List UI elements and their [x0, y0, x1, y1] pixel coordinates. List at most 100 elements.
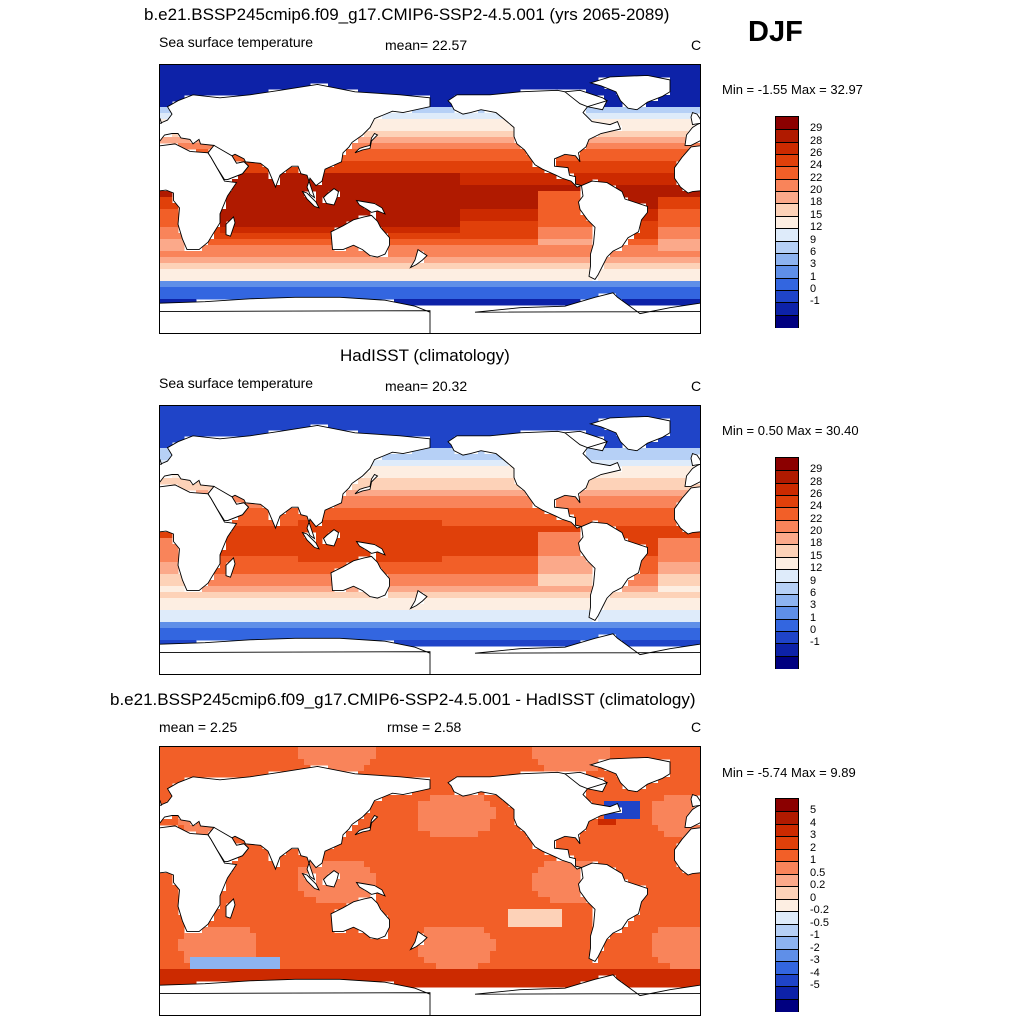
sst-colorbar-1-swatch: [776, 265, 798, 279]
uk-landmass: [160, 799, 163, 806]
sst-colorbar-1-swatch: [776, 314, 798, 328]
sst-colorbar-1-separator: [776, 314, 798, 316]
antarctica-landmass: [160, 296, 431, 333]
sst-colorbar-2-swatch: [776, 482, 798, 496]
sst-colorbar-2-tick-label: 22: [810, 512, 823, 525]
uk-landmass: [690, 112, 700, 126]
sst-colorbar-1-swatch: [776, 252, 798, 266]
sst-colorbar-1-swatch: [776, 203, 798, 217]
diff-colorbar-tick-label: 5: [810, 804, 817, 817]
sst-colorbar-2-swatch: [776, 532, 798, 546]
sst-colorbar-2-swatch: [776, 581, 798, 595]
new-zealand-landmass: [409, 589, 428, 610]
sst-obs-field: [160, 406, 700, 647]
sst-colorbar-2-separator: [776, 507, 798, 509]
diff-colorbar-swatch: [776, 948, 798, 962]
africa-landmass: [160, 484, 238, 592]
uk-landmass: [160, 458, 163, 465]
sst-colorbar-1-swatch: [776, 240, 798, 254]
sst-colorbar-1-swatch: [776, 277, 798, 291]
sst-colorbar-2-separator: [776, 606, 798, 608]
panel-2-map: [159, 405, 701, 675]
arabia-landmass: [207, 144, 250, 181]
sst-colorbar-2-separator: [776, 630, 798, 632]
sst-colorbar-1-tick-label: 12: [810, 221, 823, 234]
greenland-landmass: [588, 415, 671, 452]
sst-colorbar-1-separator: [776, 129, 798, 131]
sst-colorbar-1-swatch: [776, 289, 798, 303]
madagascar-landmass: [225, 898, 236, 919]
panel-3-map: [159, 746, 701, 1016]
sst-colorbar-2-swatch: [776, 618, 798, 632]
panel-3-minmax: Min = -5.74 Max = 9.89: [722, 765, 856, 780]
panel-3-mean-label: mean = 2.25: [159, 719, 238, 735]
new-guinea-landmass: [355, 881, 386, 897]
panel-3-colorbar: [775, 798, 799, 1012]
sst-colorbar-1-separator: [776, 191, 798, 193]
diff-colorbar-separator: [776, 836, 798, 838]
diff-colorbar-tick-label: -0.2: [810, 904, 829, 917]
sst-colorbar-1-separator: [776, 252, 798, 254]
sst-colorbar-2-swatch: [776, 495, 798, 508]
antarctica-landmass: [474, 292, 700, 315]
sst-colorbar-1-separator: [776, 240, 798, 242]
sst-colorbar-1-separator: [776, 178, 798, 180]
diff-colorbar-swatch: [776, 836, 798, 850]
greenland-landmass: [588, 74, 671, 111]
africa-landmass: [674, 145, 700, 194]
sst-colorbar-1-separator: [776, 277, 798, 279]
antarctica-landmass: [160, 637, 431, 674]
sst-colorbar-2-swatch: [776, 593, 798, 607]
sst-colorbar-2-swatch: [776, 643, 798, 657]
diff-colorbar-separator: [776, 911, 798, 913]
sst-colorbar-1-tick-label: 3: [810, 258, 817, 271]
diff-colorbar-swatch: [776, 823, 798, 837]
sst-colorbar-1-swatch: [776, 129, 798, 143]
sst-colorbar-2-swatch: [776, 655, 798, 669]
south-america-landmass: [578, 862, 648, 962]
diff-colorbar-separator: [776, 898, 798, 900]
baffin-landmass: [563, 430, 609, 449]
sst-colorbar-1-tick-label: 18: [810, 196, 823, 209]
sst-colorbar-2-swatch: [776, 519, 798, 533]
sst-colorbar-1-separator: [776, 203, 798, 205]
japan-landmass: [354, 473, 379, 495]
sst-colorbar-2-tick-label: 28: [810, 475, 823, 488]
sst-colorbar-2-separator: [776, 495, 798, 497]
diff-colorbar-separator: [776, 886, 798, 888]
diff-colorbar-separator: [776, 811, 798, 813]
diff-colorbar-swatch: [776, 811, 798, 825]
diff-colorbar-separator: [776, 823, 798, 825]
madagascar-landmass: [225, 557, 236, 578]
diff-colorbar-separator: [776, 998, 798, 1000]
diff-colorbar-separator: [776, 961, 798, 963]
sst-colorbar-2-separator: [776, 655, 798, 657]
greenland-landmass: [588, 756, 671, 793]
sst-colorbar-2-swatch: [776, 544, 798, 558]
diff-colorbar-separator: [776, 948, 798, 950]
antarctica-landmass: [474, 633, 700, 656]
sst-colorbar-2-tick-label: 9: [810, 574, 817, 587]
sst-colorbar-1-separator: [776, 265, 798, 267]
sst-colorbar-1-swatch: [776, 228, 798, 242]
antarctica-landmass: [474, 974, 700, 997]
madagascar-landmass: [225, 216, 236, 237]
sst-colorbar-1-separator: [776, 215, 798, 217]
panel-1-title: b.e21.BSSP245cmip6.f09_g17.CMIP6-SSP2-4.…: [144, 5, 670, 24]
north-america-landmass: [447, 89, 622, 188]
diff-colorbar-tick-label: -4: [810, 966, 820, 979]
arabia-landmass: [207, 485, 250, 522]
panel-2-units: C: [691, 378, 702, 394]
sst-colorbar-2-swatch: [776, 458, 798, 471]
panel-3-units: C: [691, 719, 702, 735]
south-america-landmass: [578, 180, 648, 280]
sst-colorbar-2-separator: [776, 519, 798, 521]
sst-colorbar-1-separator: [776, 166, 798, 168]
diff-colorbar-separator: [776, 936, 798, 938]
australia-landmass: [330, 896, 390, 940]
sst-colorbar-1-separator: [776, 141, 798, 143]
diff-colorbar-tick-label: -2: [810, 941, 820, 954]
sst-colorbar-1-tick-label: 29: [810, 122, 823, 135]
sst-colorbar-2-separator: [776, 618, 798, 620]
sst-colorbar-1-tick-label: 15: [810, 208, 823, 221]
